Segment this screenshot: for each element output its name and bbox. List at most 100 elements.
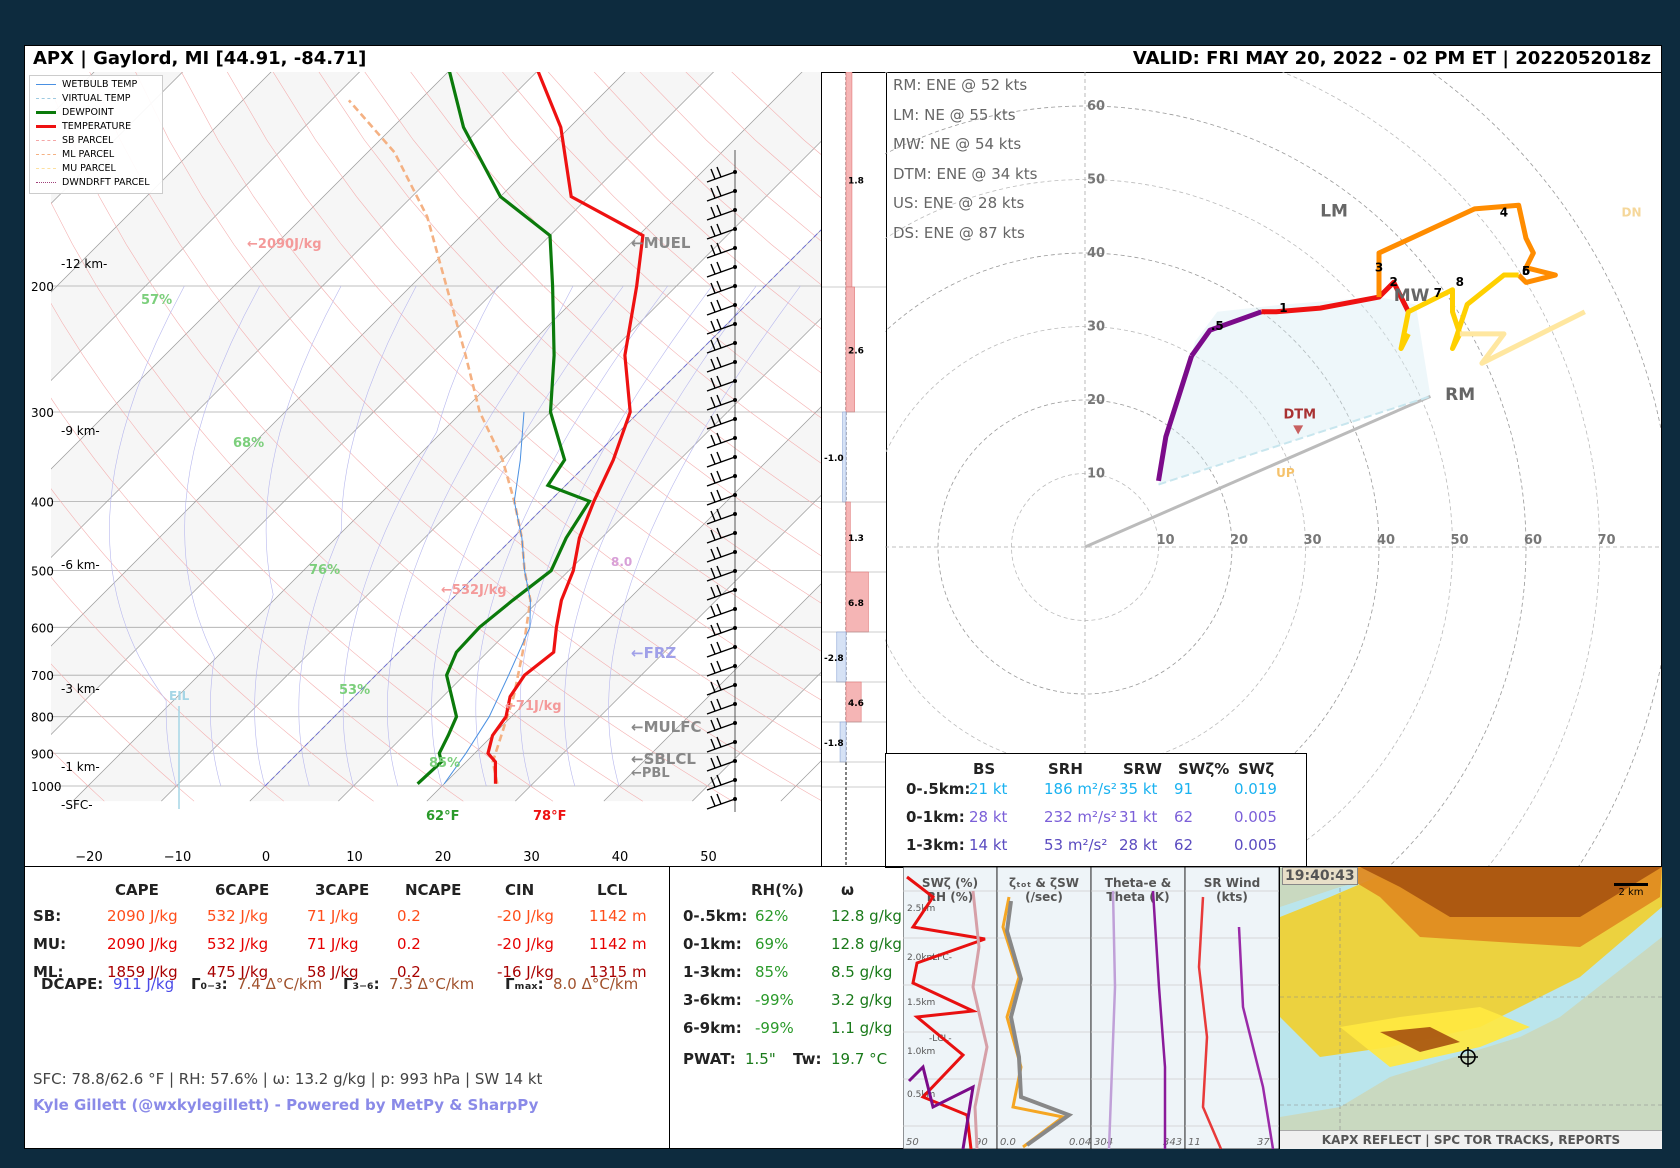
plot-label: 62°F: [426, 809, 459, 824]
plot-label: -3 km-: [61, 682, 100, 696]
thermo-value: 71 J/kg: [307, 907, 359, 925]
temp-tick: −20: [75, 850, 102, 865]
profile-height-label: 2.0km: [907, 953, 935, 963]
legend-entry: VIRTUAL TEMP: [36, 93, 131, 104]
bottom-panel: CAPE 6CAPE 3CAPE NCAPE CIN LCL SB: 2090 J/kg 532…: [25, 866, 1662, 1150]
profile-height-label: 2.5km: [907, 904, 935, 914]
sounding-figure: APX | Gaylord, MI [44.91, -84.71] VALID:…: [24, 0, 1674, 1150]
dtm-marker: [1293, 425, 1304, 435]
moisture-header: RH(%): [751, 881, 804, 899]
ring-label: 30: [1304, 533, 1322, 548]
hodo-point-label: .5: [1211, 319, 1224, 333]
ring-label-v: 50: [1087, 173, 1105, 188]
srwind2-line: [1237, 926, 1275, 1150]
kin-value: 0.005: [1234, 836, 1277, 854]
dcape-value: 911 J/kg: [113, 975, 175, 993]
hodo-point-label: 3: [1375, 260, 1383, 274]
kin-value: 14 kt: [969, 836, 1008, 854]
profile-title: SWζ (%): [922, 876, 978, 890]
moisture-rh: 69%: [755, 935, 789, 953]
legend-swatch: [36, 168, 56, 169]
hodo-label: MW: [1394, 286, 1430, 306]
profile-xtick: 0.0: [1000, 1137, 1016, 1148]
profile-box: [1090, 866, 1186, 1150]
ring-label: 50: [1451, 533, 1469, 548]
legend-swatch: [36, 125, 56, 128]
hodo-point-label: 8: [1456, 275, 1464, 289]
kin-value: 28 kt: [969, 808, 1008, 826]
bar-label: 1.8: [848, 177, 864, 187]
radar-echo: [1360, 867, 1662, 917]
kin-value: 28 kt: [1119, 836, 1158, 854]
thermo-header: LCL: [597, 881, 628, 899]
plot-label: ←2090J/kg: [247, 237, 322, 252]
hodograph-segment: [1398, 272, 1519, 352]
legend-label: MU PARCEL: [62, 163, 116, 174]
ring-label: 40: [1377, 533, 1395, 548]
plot-label: 76%: [309, 563, 340, 578]
kin-value: 186 m²/s²: [1044, 780, 1117, 798]
credit-line: Kyle Gillett (@wxkylegillett) - Powered …: [33, 1096, 539, 1114]
pressure-tick: 300: [31, 406, 54, 420]
pressure-tick: 500: [31, 565, 54, 579]
profile-title: Theta-e &: [1105, 876, 1171, 890]
plot-label: EIL: [169, 689, 190, 703]
pwat-label: PWAT:: [683, 1050, 736, 1068]
plot-label: -12 km-: [61, 257, 107, 271]
moisture-layer: 3-6km:: [683, 991, 742, 1009]
plot-label: ←MULFC: [631, 718, 702, 736]
kin-value: 0.005: [1234, 808, 1277, 826]
bar-label: 4.6: [848, 699, 864, 709]
swz2-line: [907, 1064, 975, 1150]
ring-label-v: 40: [1087, 246, 1105, 261]
ring-label: 20: [1230, 533, 1248, 548]
thermo-header: CAPE: [115, 881, 159, 899]
storm-motion-line: DTM: ENE @ 34 kts: [893, 164, 1038, 183]
radar-time: 19:40:43: [1282, 867, 1358, 885]
temp-tick: 20: [435, 850, 452, 865]
pressure-tick: 900: [31, 747, 54, 761]
pressure-tick: 600: [31, 621, 54, 635]
thermo-value: -20 J/kg: [497, 935, 554, 953]
kin-value: 21 kt: [969, 780, 1008, 798]
hodo-label: DTM: [1283, 407, 1316, 422]
legend-label: SB PARCEL: [62, 135, 114, 146]
thermo-value: 0.2: [397, 963, 421, 981]
legend-entry: ML PARCEL: [36, 149, 114, 160]
plot-label: -9 km-: [61, 424, 100, 438]
kin-value: 62: [1174, 808, 1194, 826]
legend-label: DWNDRFT PARCEL: [62, 177, 150, 188]
plot-label: -SFC-: [61, 798, 93, 812]
bar-label: -1.8: [824, 739, 844, 749]
hodo-point-label: 4: [1500, 205, 1508, 219]
plot-label: ←PBL: [631, 766, 670, 781]
legend-swatch: [36, 84, 56, 85]
profile-xtick: 343: [1163, 1137, 1182, 1148]
moisture-rh: 62%: [755, 907, 789, 925]
temp-tick: 10: [346, 850, 363, 865]
bar-label: -1.0: [824, 454, 844, 464]
temperature-line: [486, 70, 645, 784]
thetae-line: [1151, 890, 1167, 1149]
legend-swatch: [36, 182, 56, 183]
profile-xtick: 11: [1188, 1137, 1201, 1148]
kin-value: 62: [1174, 836, 1194, 854]
thermo-row-label: ML:: [33, 963, 64, 981]
kin-header: SWζ: [1238, 760, 1275, 778]
kin-header: SRW: [1123, 760, 1162, 778]
thermo-value: 475 J/kg: [207, 963, 269, 981]
radar-scale: 2 km: [1614, 883, 1648, 898]
ring-label: 60: [1524, 533, 1542, 548]
plot-label: 57%: [141, 293, 172, 308]
thermo-value: -20 J/kg: [497, 907, 554, 925]
profile-title: (/sec): [1025, 890, 1063, 904]
kin-layer: 0-1km:: [906, 808, 965, 826]
bar-label: 2.6: [848, 347, 864, 357]
legend-entry: SB PARCEL: [36, 135, 113, 146]
kin-value: 31 kt: [1119, 808, 1158, 826]
figure-header: APX | Gaylord, MI [44.91, -84.71] VALID:…: [25, 46, 1661, 73]
thermo-value: 1142 m: [589, 907, 647, 925]
hodo-label: DN: [1622, 205, 1642, 219]
profile-xtick: 50: [906, 1137, 919, 1148]
bar-label: 1.3: [848, 534, 864, 544]
